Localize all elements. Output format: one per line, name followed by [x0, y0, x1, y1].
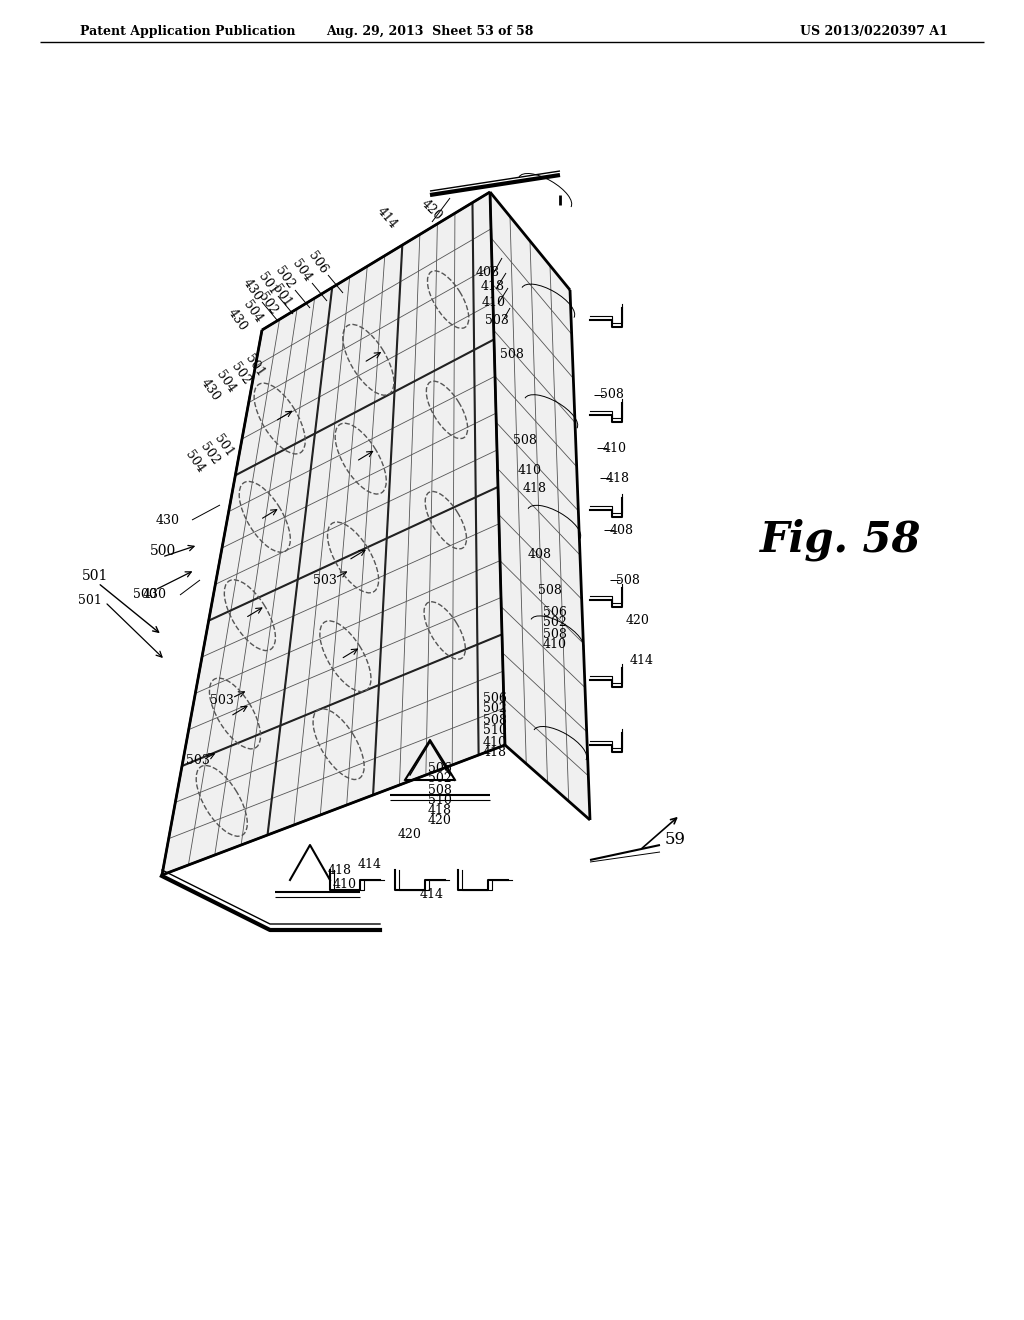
Text: 508: 508 [616, 573, 640, 586]
Text: 510: 510 [483, 725, 507, 738]
Text: US 2013/0220397 A1: US 2013/0220397 A1 [800, 25, 948, 38]
Text: Patent Application Publication: Patent Application Publication [80, 25, 296, 38]
Text: 502: 502 [483, 702, 507, 715]
Text: 506: 506 [428, 763, 452, 776]
Text: 410: 410 [333, 879, 357, 891]
Text: 503: 503 [186, 754, 210, 767]
Text: 502: 502 [272, 264, 297, 292]
Text: 501: 501 [270, 282, 294, 309]
Text: 59: 59 [665, 832, 686, 849]
Text: 414: 414 [375, 205, 399, 231]
Text: 504: 504 [214, 368, 239, 396]
Text: 414: 414 [420, 888, 444, 902]
Text: 420: 420 [419, 197, 445, 223]
Text: 508: 508 [483, 714, 507, 726]
Text: 504: 504 [241, 298, 265, 326]
Text: 410: 410 [543, 639, 567, 652]
Text: 501: 501 [243, 352, 267, 380]
Text: 502: 502 [543, 616, 567, 630]
Text: Aug. 29, 2013  Sheet 53 of 58: Aug. 29, 2013 Sheet 53 of 58 [327, 25, 534, 38]
Text: 500: 500 [150, 544, 176, 558]
Text: 408: 408 [610, 524, 634, 536]
Text: 503: 503 [485, 314, 509, 326]
Text: 508: 508 [538, 583, 562, 597]
Text: 510: 510 [428, 795, 452, 808]
Text: 420: 420 [398, 829, 422, 842]
Text: 420: 420 [626, 614, 650, 627]
Text: 501: 501 [212, 433, 237, 459]
Text: 408: 408 [528, 549, 552, 561]
Text: 502: 502 [428, 772, 452, 785]
Text: 418: 418 [428, 804, 452, 817]
Text: 506: 506 [543, 606, 567, 619]
Text: 430: 430 [225, 306, 249, 334]
Text: 502: 502 [256, 290, 281, 317]
Text: 501: 501 [78, 594, 102, 606]
Text: 508: 508 [513, 433, 537, 446]
Text: 508: 508 [500, 348, 524, 362]
Text: 418: 418 [483, 746, 507, 759]
Text: 414: 414 [630, 653, 654, 667]
Text: 410: 410 [603, 441, 627, 454]
Text: Fig. 58: Fig. 58 [760, 519, 922, 561]
Text: 430: 430 [198, 376, 222, 404]
Text: 430: 430 [156, 513, 180, 527]
Text: 418: 418 [606, 471, 630, 484]
Text: 504: 504 [290, 257, 314, 285]
Text: 501: 501 [82, 569, 109, 583]
Text: 508: 508 [600, 388, 624, 401]
Text: 418: 418 [523, 482, 547, 495]
Text: 410: 410 [518, 463, 542, 477]
Text: 430: 430 [240, 276, 264, 304]
Text: 503: 503 [210, 693, 233, 706]
Text: 508: 508 [543, 628, 567, 642]
Text: 501: 501 [256, 271, 281, 297]
Text: 503: 503 [313, 573, 337, 586]
Text: 410: 410 [482, 296, 506, 309]
Text: 506: 506 [306, 249, 330, 276]
Text: 414: 414 [358, 858, 382, 871]
Text: 502: 502 [198, 441, 222, 467]
Text: 418: 418 [481, 281, 505, 293]
Text: 506: 506 [483, 693, 507, 705]
Polygon shape [490, 191, 590, 820]
Text: 508: 508 [428, 784, 452, 796]
Text: 430: 430 [143, 589, 167, 602]
Text: 408: 408 [476, 265, 500, 279]
Text: 410: 410 [483, 735, 507, 748]
Text: 418: 418 [328, 863, 352, 876]
Text: 500: 500 [133, 589, 157, 602]
Polygon shape [162, 191, 505, 875]
Text: 504: 504 [183, 449, 207, 475]
Text: 420: 420 [428, 814, 452, 828]
Text: 502: 502 [229, 360, 253, 388]
